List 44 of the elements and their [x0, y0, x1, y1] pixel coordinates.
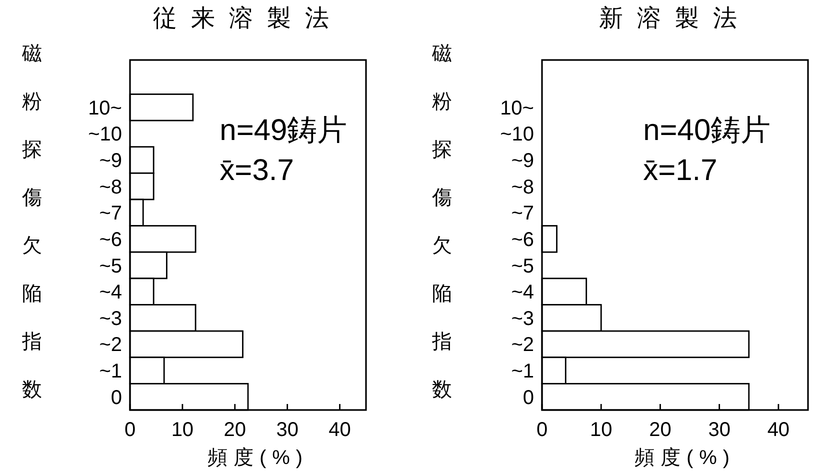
x-tick-label: 0	[536, 419, 548, 441]
text: 磁粉探傷欠陥指数	[432, 43, 452, 401]
x-tick-label: 40	[328, 419, 351, 441]
annotation: n=40鋳片	[643, 114, 771, 147]
x-axis-title: 頻度(%)	[634, 447, 736, 469]
annotation: x̄=3.7	[220, 154, 294, 187]
x-tick-label: 10	[590, 419, 612, 441]
y-tick-label: ~7	[99, 202, 122, 225]
annotation: x̄=1.7	[643, 154, 718, 187]
y-tick-label: ~4	[511, 282, 534, 304]
y-tick-label: ~2	[511, 334, 534, 356]
x-tick-label: 0	[124, 419, 136, 441]
y-tick-label: 10~	[500, 97, 534, 120]
y-tick-label: ~3	[99, 308, 122, 330]
x-tick-label: 20	[224, 419, 246, 441]
y-tick-label: ~9	[99, 150, 122, 172]
y-tick-label: ~6	[99, 228, 122, 251]
x-axis-title: 頻度(%)	[207, 447, 309, 469]
x-tick-label: 40	[767, 419, 790, 441]
y-tick-label: ~8	[99, 176, 122, 198]
chart-title: 従来溶製法	[153, 5, 343, 32]
y-tick-label: ~8	[511, 176, 534, 198]
y-tick-label: ~1	[99, 360, 122, 383]
y-tick-label: ~1	[511, 360, 534, 383]
text: 磁粉探傷欠陥指数	[22, 43, 42, 401]
y-tick-label: ~6	[511, 228, 534, 251]
y-tick-label: ~3	[511, 308, 534, 330]
x-tick-label: 10	[171, 419, 194, 441]
y-tick-label: ~4	[99, 282, 122, 304]
y-tick-label: ~9	[511, 150, 534, 172]
y-tick-label: ~10	[88, 124, 122, 146]
x-tick-label: 20	[649, 419, 672, 441]
x-tick-label: 30	[276, 419, 298, 441]
y-tick-label: ~7	[511, 202, 534, 225]
annotation: n=49鋳片	[220, 114, 348, 147]
y-tick-label: 10~	[88, 97, 122, 120]
y-tick-label: ~2	[99, 334, 122, 356]
chart-title: 新溶製法	[599, 5, 751, 32]
y-tick-label: 0	[110, 386, 122, 409]
y-tick-label: 0	[522, 386, 534, 409]
x-tick-label: 30	[708, 419, 730, 441]
y-tick-label: ~10	[500, 124, 534, 146]
y-tick-label: ~5	[511, 255, 534, 278]
y-tick-label: ~5	[99, 255, 122, 278]
